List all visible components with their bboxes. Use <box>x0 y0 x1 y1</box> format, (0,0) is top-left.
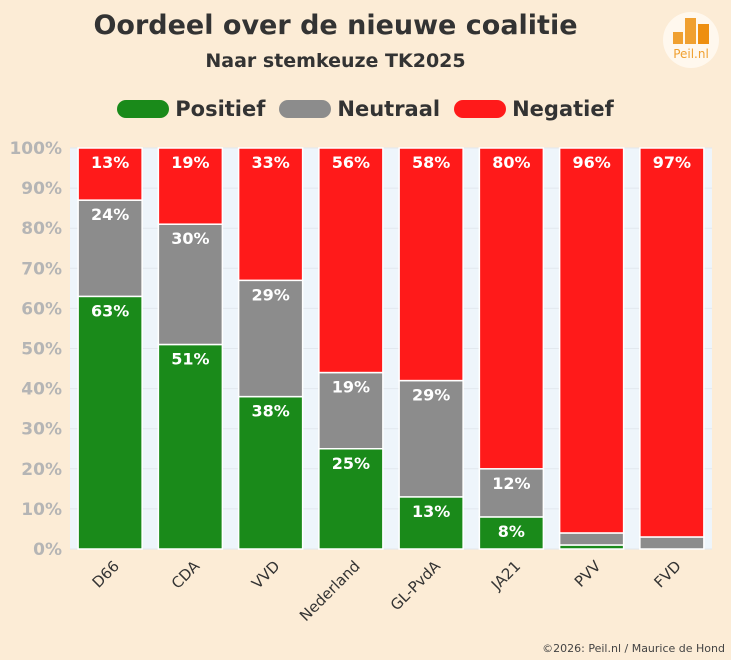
bar-neutraal-JA21 <box>478 468 545 518</box>
bar-negatief-Nederland <box>318 147 384 374</box>
data-label: 97% <box>653 153 691 172</box>
bar-negatief-CDA <box>157 147 224 225</box>
x-tick-label: FVD <box>650 557 684 591</box>
bar-neutraal-FVD <box>639 536 705 550</box>
bar-neutraal-D66 <box>77 199 143 298</box>
data-label: 51% <box>171 349 209 368</box>
chart-title: Oordeel over de nieuwe coalitie <box>93 10 578 41</box>
legend-swatch <box>279 100 332 118</box>
y-tick-label: 10% <box>21 500 62 520</box>
legend-swatch <box>117 100 170 118</box>
bar-neutraal-PVV <box>558 532 625 546</box>
data-label: 13% <box>91 153 129 172</box>
data-label: 33% <box>251 153 289 172</box>
x-tick-label: D66 <box>89 557 123 591</box>
legend-label: Neutraal <box>337 97 441 121</box>
y-tick-label: 80% <box>21 219 62 239</box>
data-label: 29% <box>412 386 450 405</box>
data-label: 24% <box>91 205 129 224</box>
x-tick-label: GL-PvdA <box>387 557 445 615</box>
x-tick-label: JA21 <box>487 557 524 594</box>
data-label: 30% <box>171 229 209 248</box>
bar-negatief-VVD <box>237 147 304 282</box>
legend-item-neutraal: Neutraal <box>279 97 440 121</box>
legend-item-negatief: Negatief <box>454 97 614 121</box>
chart-subtitle: Naar stemkeuze TK2025 <box>205 50 466 72</box>
y-tick-label: 50% <box>21 340 62 360</box>
data-label: 63% <box>91 301 129 320</box>
x-tick-label: Nederland <box>296 557 364 625</box>
bar-negatief-PVV <box>558 147 625 534</box>
bar-positief-D66 <box>77 295 143 550</box>
data-label: 8% <box>498 522 525 541</box>
data-label: 80% <box>492 153 530 172</box>
bar-positief-CDA <box>157 343 224 550</box>
bar-positief-VVD <box>237 395 304 550</box>
bar-negatief-FVD <box>639 147 705 538</box>
data-label: 19% <box>332 378 370 397</box>
data-label: 56% <box>332 153 370 172</box>
svg-text:Peil.nl: Peil.nl <box>673 47 709 61</box>
bar-positief-GL-PvdA <box>398 496 464 550</box>
logo-bars-icon: Peil.nl <box>673 18 709 61</box>
data-label: 13% <box>412 502 450 521</box>
data-label: 38% <box>251 402 289 421</box>
data-label: 25% <box>332 454 370 473</box>
legend-label: Negatief <box>512 97 614 121</box>
bar-negatief-D66 <box>77 147 143 201</box>
legend-item-positief: Positief <box>117 97 265 121</box>
y-tick-label: 90% <box>21 179 62 199</box>
y-tick-label: 60% <box>21 299 62 319</box>
peil-logo: Peil.nl <box>663 12 719 68</box>
y-tick-label: 0% <box>33 540 62 560</box>
credit: ©2026: Peil.nl / Maurice de Hond <box>542 642 725 655</box>
legend-label: Positief <box>175 97 266 121</box>
x-tick-label: VVD <box>248 557 283 592</box>
y-tick-label: 70% <box>21 259 62 279</box>
bar-neutraal-CDA <box>157 223 224 346</box>
data-label: 12% <box>492 474 530 493</box>
bar-neutraal-VVD <box>237 279 304 398</box>
legend-swatch <box>454 100 507 118</box>
bar-negatief-JA21 <box>478 147 545 470</box>
x-tick-label: CDA <box>168 557 204 593</box>
data-label: 19% <box>171 153 209 172</box>
y-tick-label: 30% <box>21 420 62 440</box>
legend: Positief Neutraal Negatief <box>0 97 731 121</box>
x-tick-label: PVV <box>571 557 605 591</box>
bar-neutraal-GL-PvdA <box>398 379 464 498</box>
data-label: 96% <box>572 153 610 172</box>
data-label: 29% <box>251 285 289 304</box>
bar-negatief-GL-PvdA <box>398 147 464 382</box>
y-tick-label: 20% <box>21 460 62 480</box>
y-tick-label: 100% <box>9 139 62 159</box>
y-tick-label: 40% <box>21 380 62 400</box>
data-label: 58% <box>412 153 450 172</box>
